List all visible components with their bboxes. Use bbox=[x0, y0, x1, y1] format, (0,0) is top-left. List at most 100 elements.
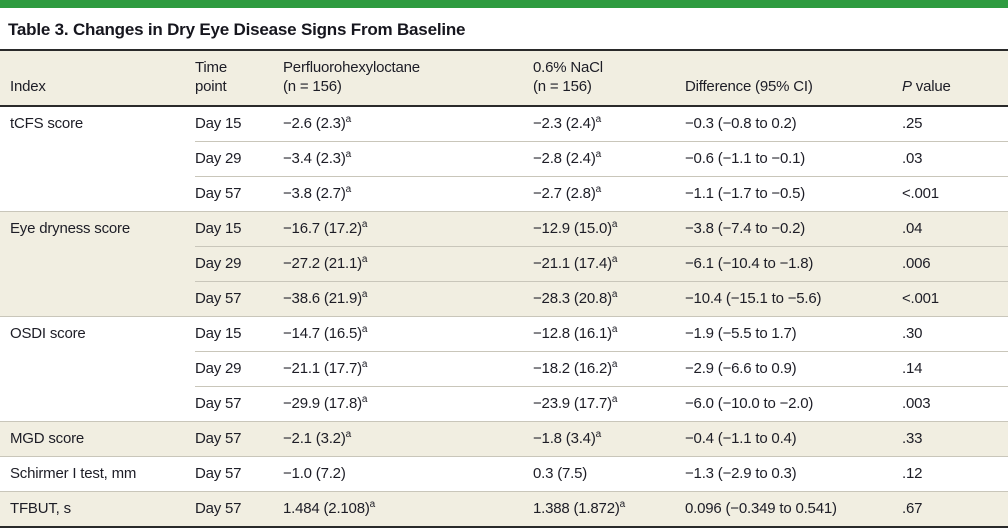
perfluorohexyloctane-value: −3.8 (2.7)a bbox=[283, 176, 533, 212]
nacl-value: −1.8 (3.4)a bbox=[533, 421, 685, 457]
perfluorohexyloctane-value-text: −1.0 (7.2) bbox=[283, 465, 346, 482]
p-value: .30 bbox=[902, 316, 1008, 352]
difference-ci-value-text: −1.9 (−5.5 to 1.7) bbox=[685, 325, 797, 342]
nacl-value-text: −21.1 (17.4) bbox=[533, 255, 612, 272]
column-header-pfho-line2: (n = 156) bbox=[283, 78, 342, 95]
difference-ci-value-text: −1.1 (−1.7 to −0.5) bbox=[685, 185, 806, 202]
perfluorohexyloctane-value: −3.4 (2.3)a bbox=[283, 141, 533, 177]
row-index-label: tCFS score bbox=[0, 105, 195, 212]
footnote-marker: a bbox=[611, 394, 618, 405]
nacl-value-text: −23.9 (17.7) bbox=[533, 395, 612, 412]
table-row: Day 29 −21.1 (17.7)a −18.2 (16.2)a −2.9 (−6… bbox=[0, 351, 1008, 387]
p-value-text: .30 bbox=[902, 325, 923, 342]
table-body: tCFS score Day 15 −2.6 (2.3)a −2.3 (2.4)a −0… bbox=[0, 105, 1008, 528]
nacl-value: −21.1 (17.4)a bbox=[533, 246, 685, 282]
nacl-value-text: 1.388 (1.872) bbox=[533, 500, 620, 517]
time-point-value-text: Day 57 bbox=[195, 395, 242, 412]
column-header-nacl: 0.6% NaCl (n = 156) bbox=[533, 49, 685, 107]
perfluorohexyloctane-value: −1.0 (7.2) bbox=[283, 456, 533, 492]
p-value-text: .25 bbox=[902, 115, 923, 132]
footnote-marker: a bbox=[369, 499, 376, 510]
nacl-value-text: −1.8 (3.4) bbox=[533, 430, 596, 447]
time-point-value-text: Day 15 bbox=[195, 220, 242, 237]
table-header: Index Time point Perfluorohexyloctane (n… bbox=[0, 49, 1008, 107]
nacl-value-text: −28.3 (20.8) bbox=[533, 290, 612, 307]
column-header-perfluorohexyloctane: Perfluorohexyloctane (n = 156) bbox=[283, 49, 533, 107]
table-row: Schirmer I test, mm Day 57 −1.0 (7.2) 0.3 (… bbox=[0, 456, 1008, 492]
p-value: .003 bbox=[902, 386, 1008, 422]
time-point-value-text: Day 15 bbox=[195, 115, 242, 132]
p-value: .006 bbox=[902, 246, 1008, 282]
footnote-marker: a bbox=[361, 324, 368, 335]
time-point-value: Day 57 bbox=[195, 456, 283, 492]
p-value-text: .04 bbox=[902, 220, 923, 237]
perfluorohexyloctane-value-text: −21.1 (17.7) bbox=[283, 360, 362, 377]
column-header-index-label: Index bbox=[10, 78, 46, 95]
footnote-marker: a bbox=[361, 359, 368, 370]
time-point-value: Day 29 bbox=[195, 141, 283, 177]
p-value-text: .12 bbox=[902, 465, 923, 482]
table-row: MGD score Day 57 −2.1 (3.2)a −1.8 (3.4)a −0.… bbox=[0, 421, 1008, 457]
p-value: .33 bbox=[902, 421, 1008, 457]
difference-ci-value: −1.1 (−1.7 to −0.5) bbox=[685, 176, 902, 212]
p-value-text: .14 bbox=[902, 360, 923, 377]
row-index-label: TFBUT, s bbox=[0, 491, 195, 528]
time-point-value: Day 29 bbox=[195, 246, 283, 282]
perfluorohexyloctane-value-text: −29.9 (17.8) bbox=[283, 395, 362, 412]
p-value: .12 bbox=[902, 456, 1008, 492]
perfluorohexyloctane-value-text: −3.4 (2.3) bbox=[283, 150, 346, 167]
column-header-difference-label: Difference (95% CI) bbox=[685, 78, 813, 95]
nacl-value: −2.8 (2.4)a bbox=[533, 141, 685, 177]
time-point-value: Day 15 bbox=[195, 105, 283, 142]
nacl-value-text: −12.9 (15.0) bbox=[533, 220, 612, 237]
table-row: Day 29 −3.4 (2.3)a −2.8 (2.4)a −0.6 (−1.1 t… bbox=[0, 141, 1008, 177]
difference-ci-value: −6.1 (−10.4 to −1.8) bbox=[685, 246, 902, 282]
nacl-value: −12.8 (16.1)a bbox=[533, 316, 685, 352]
table-title-text: Table 3. Changes in Dry Eye Disease Sign… bbox=[8, 20, 466, 39]
time-point-value: Day 57 bbox=[195, 386, 283, 422]
time-point-value: Day 57 bbox=[195, 491, 283, 528]
header-row: Index Time point Perfluorohexyloctane (n… bbox=[0, 49, 1008, 107]
p-value-text: <.001 bbox=[902, 185, 939, 202]
time-point-value: Day 57 bbox=[195, 176, 283, 212]
nacl-value: −2.7 (2.8)a bbox=[533, 176, 685, 212]
p-value-text: <.001 bbox=[902, 290, 939, 307]
difference-ci-value-text: −0.3 (−0.8 to 0.2) bbox=[685, 115, 797, 132]
footnote-marker: a bbox=[345, 429, 352, 440]
p-value-text: .003 bbox=[902, 395, 931, 412]
difference-ci-value-text: −0.4 (−1.1 to 0.4) bbox=[685, 430, 797, 447]
perfluorohexyloctane-value: −27.2 (21.1)a bbox=[283, 246, 533, 282]
footnote-marker: a bbox=[345, 114, 352, 125]
difference-ci-value: −10.4 (−15.1 to −5.6) bbox=[685, 281, 902, 317]
time-point-value-text: Day 57 bbox=[195, 185, 242, 202]
column-header-pvalue: P value bbox=[902, 49, 1008, 107]
column-header-pvalue-italic: P bbox=[902, 78, 912, 95]
time-point-value-text: Day 29 bbox=[195, 150, 242, 167]
perfluorohexyloctane-value-text: −38.6 (21.9) bbox=[283, 290, 362, 307]
perfluorohexyloctane-value: −14.7 (16.5)a bbox=[283, 316, 533, 352]
difference-ci-value: −6.0 (−10.0 to −2.0) bbox=[685, 386, 902, 422]
table-row: Day 57 −3.8 (2.7)a −2.7 (2.8)a −1.1 (−1.7 t… bbox=[0, 176, 1008, 212]
time-point-value-text: Day 57 bbox=[195, 290, 242, 307]
time-point-value-text: Day 29 bbox=[195, 255, 242, 272]
time-point-value: Day 29 bbox=[195, 351, 283, 387]
column-header-time-line1: Time bbox=[195, 59, 227, 76]
nacl-value-text: −2.8 (2.4) bbox=[533, 150, 596, 167]
column-header-time-point: Time point bbox=[195, 49, 283, 107]
row-index-label: Schirmer I test, mm bbox=[0, 456, 195, 492]
column-header-pvalue-rest: value bbox=[911, 78, 951, 95]
difference-ci-value-text: −0.6 (−1.1 to −0.1) bbox=[685, 150, 806, 167]
perfluorohexyloctane-value: 1.484 (2.108)a bbox=[283, 491, 533, 528]
footnote-marker: a bbox=[611, 219, 618, 230]
table-row: tCFS score Day 15 −2.6 (2.3)a −2.3 (2.4)a −0… bbox=[0, 105, 1008, 212]
p-value-text: .67 bbox=[902, 500, 923, 517]
difference-ci-value: −1.3 (−2.9 to 0.3) bbox=[685, 456, 902, 492]
p-value-text: .33 bbox=[902, 430, 923, 447]
time-point-value-text: Day 57 bbox=[195, 500, 242, 517]
perfluorohexyloctane-value-text: −2.1 (3.2) bbox=[283, 430, 346, 447]
p-value: .25 bbox=[902, 105, 1008, 142]
time-point-value-text: Day 15 bbox=[195, 325, 242, 342]
difference-ci-value-text: −6.1 (−10.4 to −1.8) bbox=[685, 255, 814, 272]
column-header-time-line2: point bbox=[195, 78, 227, 95]
nacl-value: −2.3 (2.4)a bbox=[533, 105, 685, 142]
